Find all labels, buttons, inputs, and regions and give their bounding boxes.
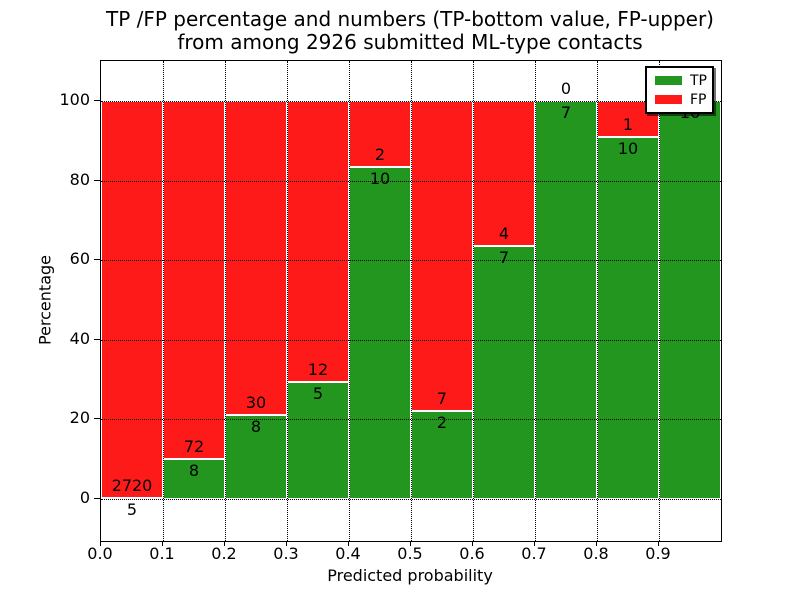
bar-label-tp: 8 bbox=[250, 417, 262, 437]
x-tick-label: 0.0 bbox=[87, 544, 113, 563]
x-tick bbox=[410, 541, 411, 546]
bar-label-tp: 2 bbox=[436, 412, 448, 432]
bar-segment-tp bbox=[597, 137, 659, 499]
bar-segment-fp bbox=[287, 101, 349, 382]
x-tick bbox=[224, 541, 225, 546]
y-axis-label: Percentage bbox=[35, 254, 55, 346]
x-tick-label: 0.6 bbox=[459, 544, 485, 563]
bar-segment-fp bbox=[473, 101, 535, 246]
bar-label-fp: 7 bbox=[436, 388, 448, 408]
bar-segment-fp bbox=[101, 101, 163, 499]
x-tick bbox=[162, 541, 163, 546]
y-tick bbox=[94, 338, 100, 340]
y-tick-label: 100 bbox=[59, 90, 90, 109]
x-tick bbox=[348, 541, 349, 546]
gridline-x bbox=[411, 61, 412, 541]
plot-area: 27205728308125210724707110016 bbox=[100, 60, 722, 542]
chart-title-line1: TP /FP percentage and numbers (TP-bottom… bbox=[106, 7, 714, 31]
gridline-x bbox=[349, 61, 350, 541]
bar-segment-tp bbox=[659, 101, 721, 499]
bar-segment-tp bbox=[349, 167, 411, 499]
legend-swatch-fp bbox=[655, 95, 682, 104]
x-tick bbox=[100, 541, 101, 546]
bar-label-tp: 7 bbox=[560, 103, 572, 122]
bar-label-fp: 2 bbox=[374, 145, 386, 165]
legend-row: FP bbox=[647, 93, 712, 107]
x-tick bbox=[286, 541, 287, 546]
bar-label-fp: 4 bbox=[498, 223, 510, 243]
x-tick-label: 0.5 bbox=[397, 544, 423, 563]
bar-segment-fp bbox=[225, 101, 287, 416]
bar-segment-tp bbox=[535, 101, 597, 499]
legend-swatch-tp bbox=[655, 76, 682, 85]
bar-segment-tp bbox=[411, 410, 473, 499]
x-tick-label: 0.4 bbox=[335, 544, 361, 563]
gridline-x bbox=[535, 61, 536, 541]
bar-segment-tp bbox=[163, 459, 225, 499]
bar-label-tp: 5 bbox=[312, 383, 324, 403]
gridline-x bbox=[659, 61, 660, 541]
gridline-x bbox=[473, 61, 474, 541]
x-tick bbox=[658, 541, 659, 546]
bar-label-fp: 0 bbox=[560, 79, 572, 98]
legend-label: FP bbox=[690, 91, 707, 108]
x-tick-label: 0.1 bbox=[149, 544, 175, 563]
y-tick-label: 20 bbox=[69, 408, 90, 428]
bar-label-tp: 8 bbox=[188, 461, 200, 481]
legend-row: TP bbox=[647, 74, 712, 88]
x-axis-label: Predicted probability bbox=[327, 566, 493, 585]
bar-segment-tp bbox=[473, 245, 535, 499]
chart-title: TP /FP percentage and numbers (TP-bottom… bbox=[100, 8, 720, 54]
x-tick bbox=[534, 541, 535, 546]
bar-segment-fp bbox=[597, 101, 659, 138]
x-tick bbox=[472, 541, 473, 546]
y-tick bbox=[94, 498, 100, 499]
gridline-x bbox=[287, 61, 288, 541]
legend-label: TP bbox=[690, 72, 707, 89]
x-tick-label: 0.2 bbox=[211, 544, 237, 563]
bar-segment-tp bbox=[287, 381, 349, 499]
bar-label-fp: 2720 bbox=[111, 476, 153, 496]
y-tick bbox=[94, 179, 100, 181]
y-tick-label: 40 bbox=[69, 328, 90, 348]
y-tick-label: 60 bbox=[69, 249, 90, 269]
x-tick-label: 0.8 bbox=[583, 544, 609, 563]
chart-title-line2: from among 2926 submitted ML-type contac… bbox=[177, 30, 643, 54]
y-tick bbox=[94, 100, 100, 101]
bar-label-tp: 5 bbox=[126, 500, 138, 520]
bar-label-tp: 10 bbox=[617, 139, 639, 159]
x-tick-label: 0.7 bbox=[521, 544, 547, 563]
bar-label-fp: 1 bbox=[622, 115, 634, 135]
y-tick bbox=[94, 418, 100, 420]
x-tick bbox=[596, 541, 597, 546]
y-tick-label: 80 bbox=[69, 169, 90, 189]
legend: TP FP bbox=[645, 66, 714, 114]
bar-segment-fp bbox=[163, 101, 225, 460]
gridline-x bbox=[597, 61, 598, 541]
bar-label-tp: 7 bbox=[498, 247, 510, 267]
y-tick bbox=[94, 259, 100, 261]
y-tick-label: 0 bbox=[79, 488, 90, 507]
gridline-x bbox=[163, 61, 164, 541]
bar-label-fp: 12 bbox=[307, 359, 329, 379]
bar-label-fp: 30 bbox=[245, 393, 267, 413]
bar-segment-fp bbox=[411, 101, 473, 411]
x-tick-label: 0.9 bbox=[645, 544, 671, 563]
x-tick-label: 0.3 bbox=[273, 544, 299, 563]
gridline-x bbox=[225, 61, 226, 541]
bar-label-fp: 72 bbox=[183, 437, 205, 457]
bar-label-tp: 10 bbox=[369, 169, 391, 189]
